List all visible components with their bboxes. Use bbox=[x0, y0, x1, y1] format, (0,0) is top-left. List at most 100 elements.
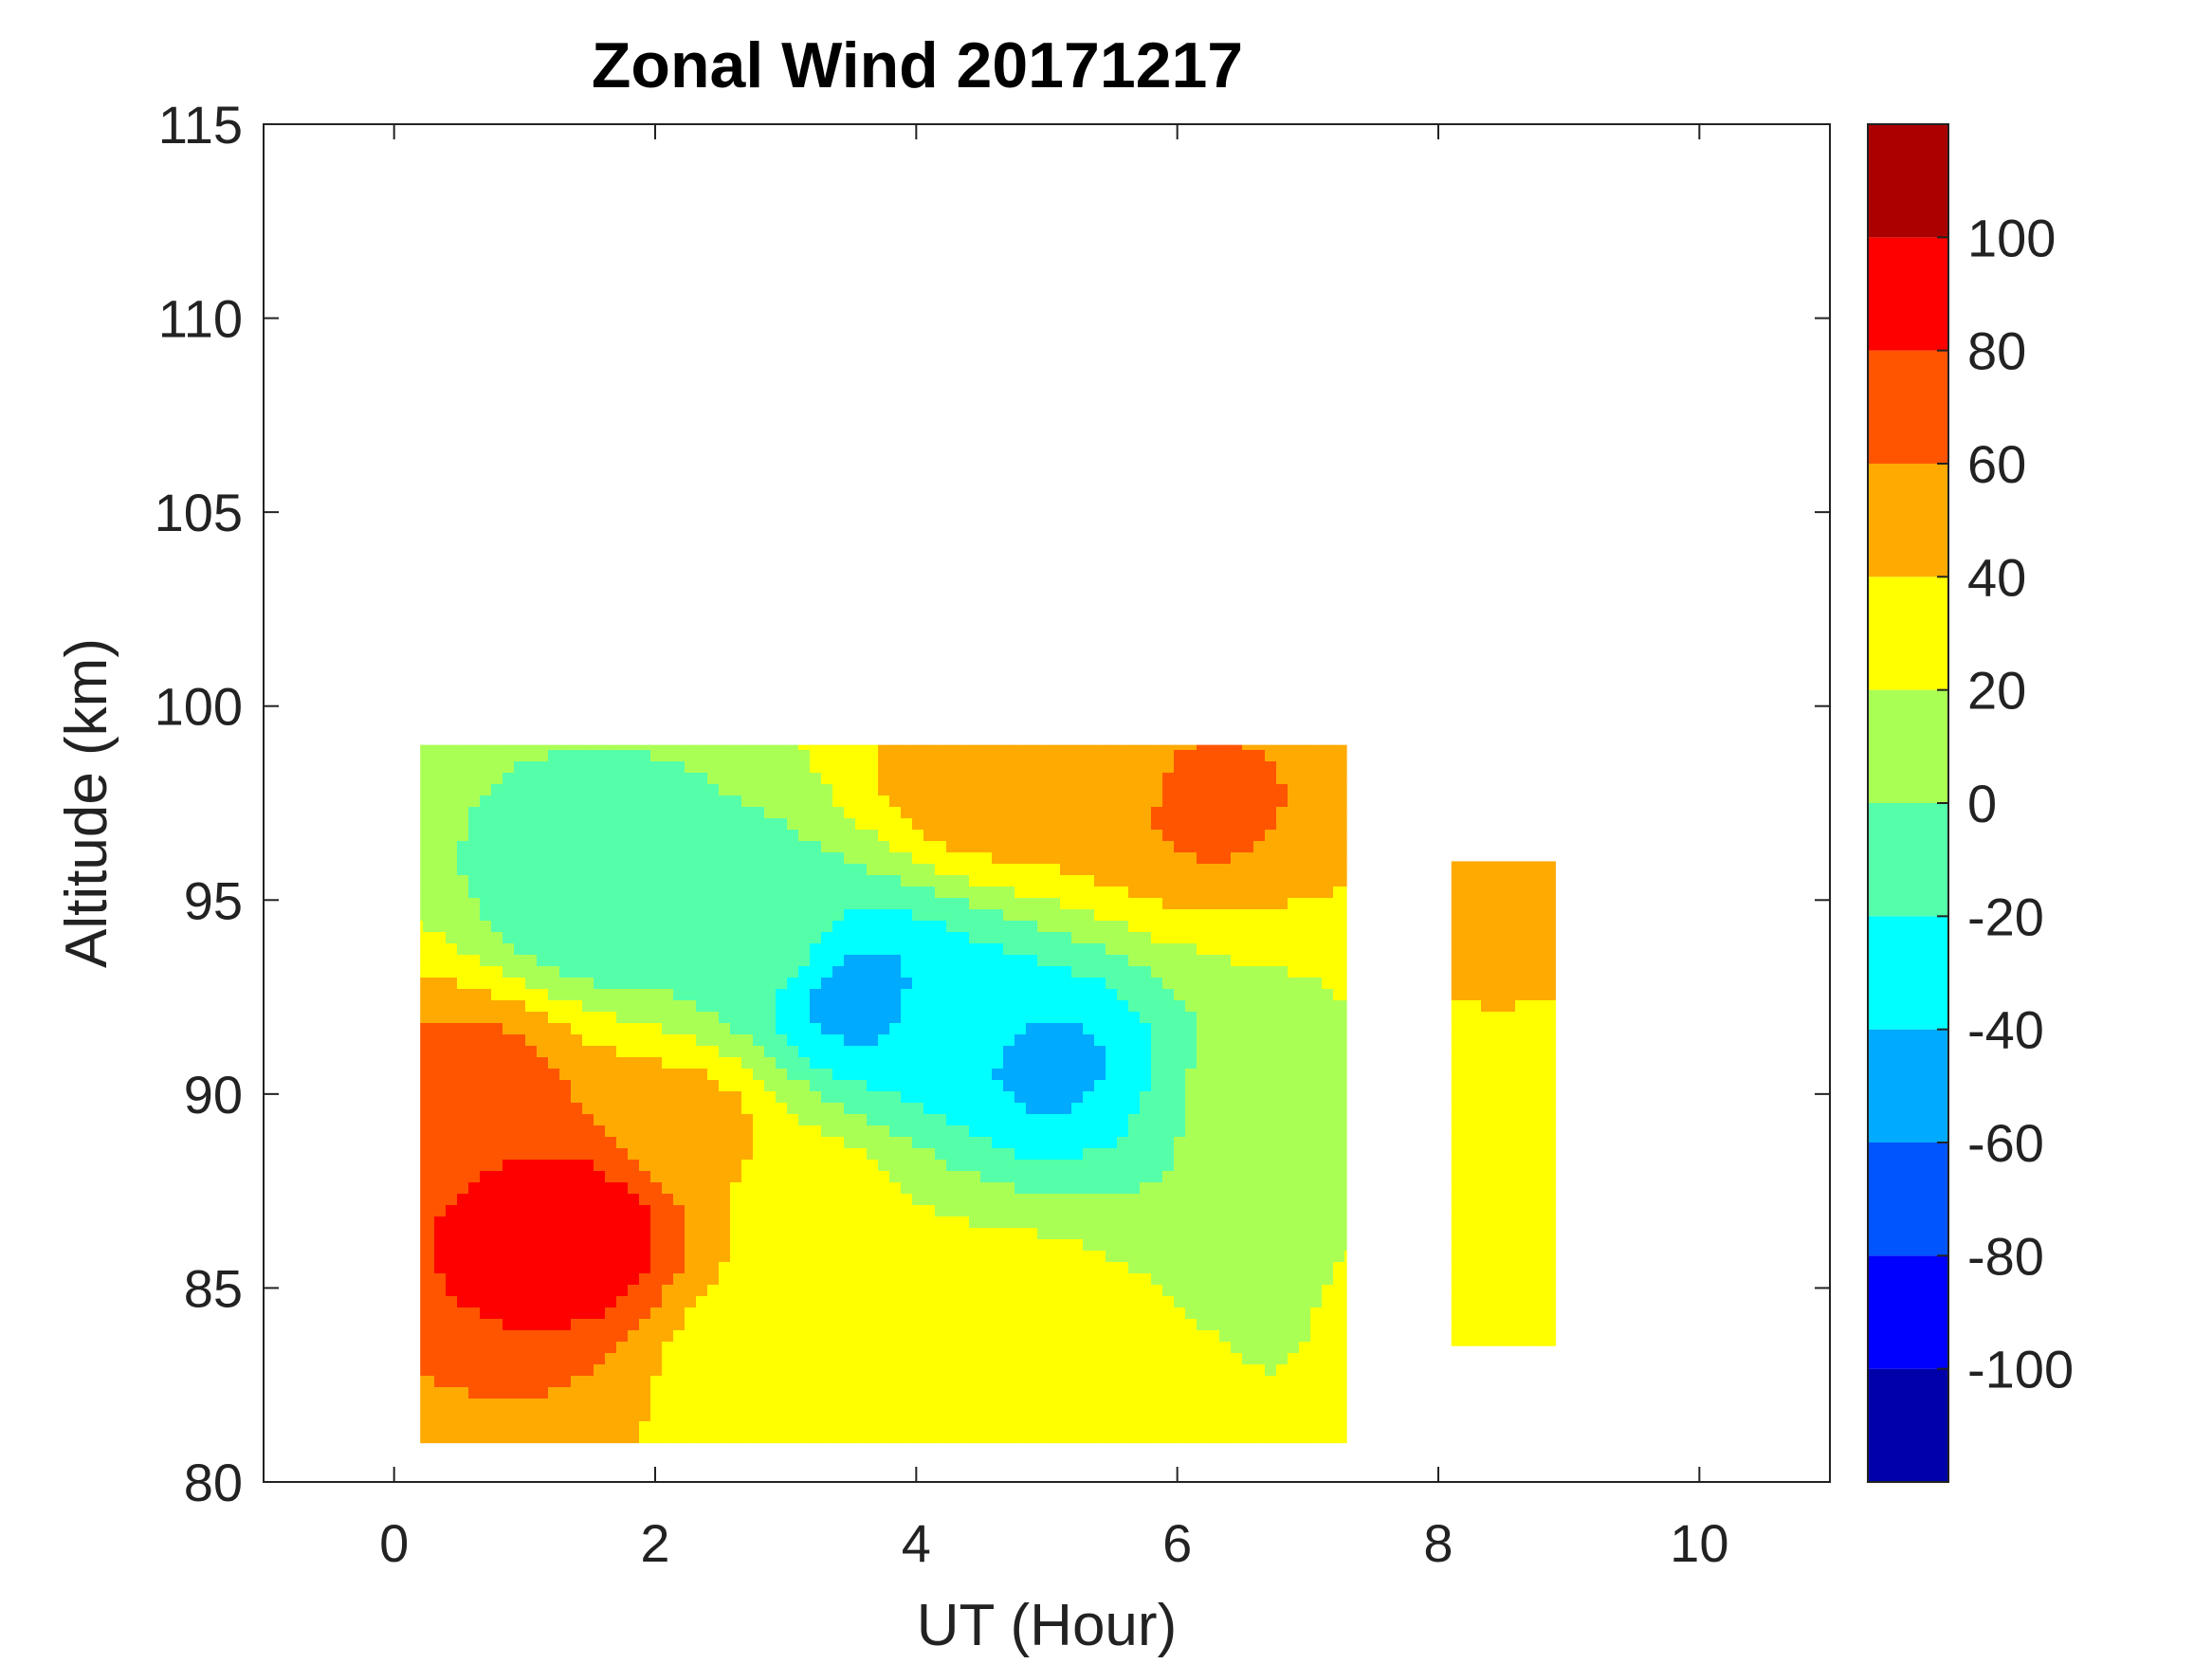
contour-cell bbox=[787, 204, 799, 216]
contour-cell bbox=[491, 386, 503, 398]
contour-cell bbox=[1128, 192, 1141, 205]
contour-cell bbox=[1151, 147, 1163, 159]
contour-cell bbox=[1777, 295, 1789, 307]
contour-cell bbox=[1083, 386, 1095, 398]
contour-cell bbox=[1424, 375, 1436, 387]
contour-cell bbox=[423, 511, 435, 523]
contour-cell bbox=[628, 181, 640, 193]
contour-cell bbox=[1219, 420, 1232, 432]
contour-cell bbox=[935, 181, 947, 193]
contour-cell bbox=[980, 363, 993, 375]
contour-cell bbox=[696, 454, 708, 466]
contour-cell bbox=[1777, 397, 1789, 410]
contour-cell bbox=[1652, 511, 1664, 523]
contour-cell bbox=[537, 272, 549, 284]
contour-cell bbox=[446, 500, 458, 512]
contour-cell bbox=[605, 466, 617, 478]
contour-cell bbox=[343, 477, 356, 489]
contour-cell bbox=[946, 443, 959, 455]
contour-cell bbox=[1208, 386, 1220, 398]
contour-cell bbox=[1618, 158, 1630, 171]
contour-cell bbox=[1447, 511, 1459, 523]
contour-cell bbox=[798, 192, 811, 205]
contour-cell bbox=[650, 431, 663, 444]
contour-cell bbox=[1515, 124, 1527, 137]
contour-cell bbox=[537, 170, 549, 182]
contour-cell bbox=[457, 295, 469, 307]
contour-cell bbox=[844, 318, 856, 330]
contour-cell bbox=[958, 420, 970, 432]
contour-cell bbox=[457, 147, 469, 159]
contour-cell bbox=[548, 522, 560, 535]
contour-cell bbox=[1629, 454, 1641, 466]
contour-cell bbox=[1686, 352, 1698, 364]
contour-cell bbox=[389, 477, 401, 489]
contour-cell bbox=[1083, 283, 1095, 296]
contour-cell bbox=[1822, 181, 1835, 193]
contour-cell bbox=[1037, 295, 1050, 307]
contour-cell bbox=[525, 227, 538, 239]
contour-cell bbox=[1288, 181, 1300, 193]
contour-cell bbox=[696, 170, 708, 182]
contour-cell bbox=[503, 420, 515, 432]
contour-cell bbox=[1652, 227, 1664, 239]
contour-cell bbox=[878, 272, 890, 284]
contour-cell bbox=[298, 283, 310, 296]
contour-cell bbox=[1117, 409, 1129, 421]
contour-cell bbox=[696, 215, 708, 228]
contour-cell bbox=[889, 170, 902, 182]
contour-cell bbox=[1367, 352, 1380, 364]
contour-cell bbox=[537, 352, 549, 364]
contour-cell bbox=[1720, 249, 1732, 262]
contour-cell bbox=[1765, 283, 1778, 296]
contour-cell bbox=[1583, 431, 1596, 444]
contour-cell bbox=[867, 170, 879, 182]
contour-cell bbox=[912, 409, 924, 421]
contour-cell bbox=[1003, 363, 1015, 375]
contour-cell bbox=[1583, 238, 1596, 250]
contour-cell bbox=[1151, 181, 1163, 193]
contour-cell bbox=[1231, 238, 1243, 250]
contour-cell bbox=[810, 466, 822, 478]
contour-cell bbox=[798, 204, 811, 216]
contour-cell bbox=[628, 215, 640, 228]
contour-cell bbox=[275, 397, 287, 410]
contour-cell bbox=[662, 227, 674, 239]
contour-cell bbox=[559, 454, 572, 466]
contour-cell bbox=[1640, 409, 1653, 421]
contour-cell bbox=[1106, 158, 1118, 171]
contour-cell bbox=[1606, 420, 1618, 432]
contour-cell bbox=[1401, 227, 1414, 239]
contour-cell bbox=[696, 283, 708, 296]
contour-cell bbox=[1344, 147, 1357, 159]
contour-cell bbox=[1379, 147, 1391, 159]
contour-cell bbox=[753, 352, 765, 364]
contour-cell bbox=[685, 488, 697, 501]
contour-cell bbox=[1606, 443, 1618, 455]
contour-cell bbox=[1549, 238, 1562, 250]
contour-cell bbox=[1606, 204, 1618, 216]
contour-cell bbox=[1458, 511, 1471, 523]
contour-cell bbox=[1299, 124, 1311, 137]
contour-cell bbox=[1083, 192, 1095, 205]
contour-cell bbox=[889, 386, 902, 398]
contour-cell bbox=[730, 295, 742, 307]
contour-cell bbox=[1106, 352, 1118, 364]
contour-cell bbox=[1709, 170, 1721, 182]
contour-cell bbox=[707, 261, 720, 273]
contour-cell bbox=[1094, 261, 1106, 273]
contour-cell bbox=[571, 124, 583, 137]
contour-cell bbox=[411, 147, 424, 159]
contour-cell bbox=[935, 352, 947, 364]
contour-cell bbox=[1640, 375, 1653, 387]
contour-cell bbox=[1322, 477, 1334, 489]
contour-cell bbox=[1583, 454, 1596, 466]
contour-cell bbox=[1595, 295, 1607, 307]
contour-cell bbox=[1390, 238, 1402, 250]
contour-cell bbox=[707, 522, 720, 535]
contour-cell bbox=[1731, 511, 1744, 523]
contour-cell bbox=[844, 238, 856, 250]
contour-cell bbox=[298, 534, 310, 546]
contour-cell bbox=[1197, 466, 1209, 478]
contour-cell bbox=[1526, 249, 1539, 262]
